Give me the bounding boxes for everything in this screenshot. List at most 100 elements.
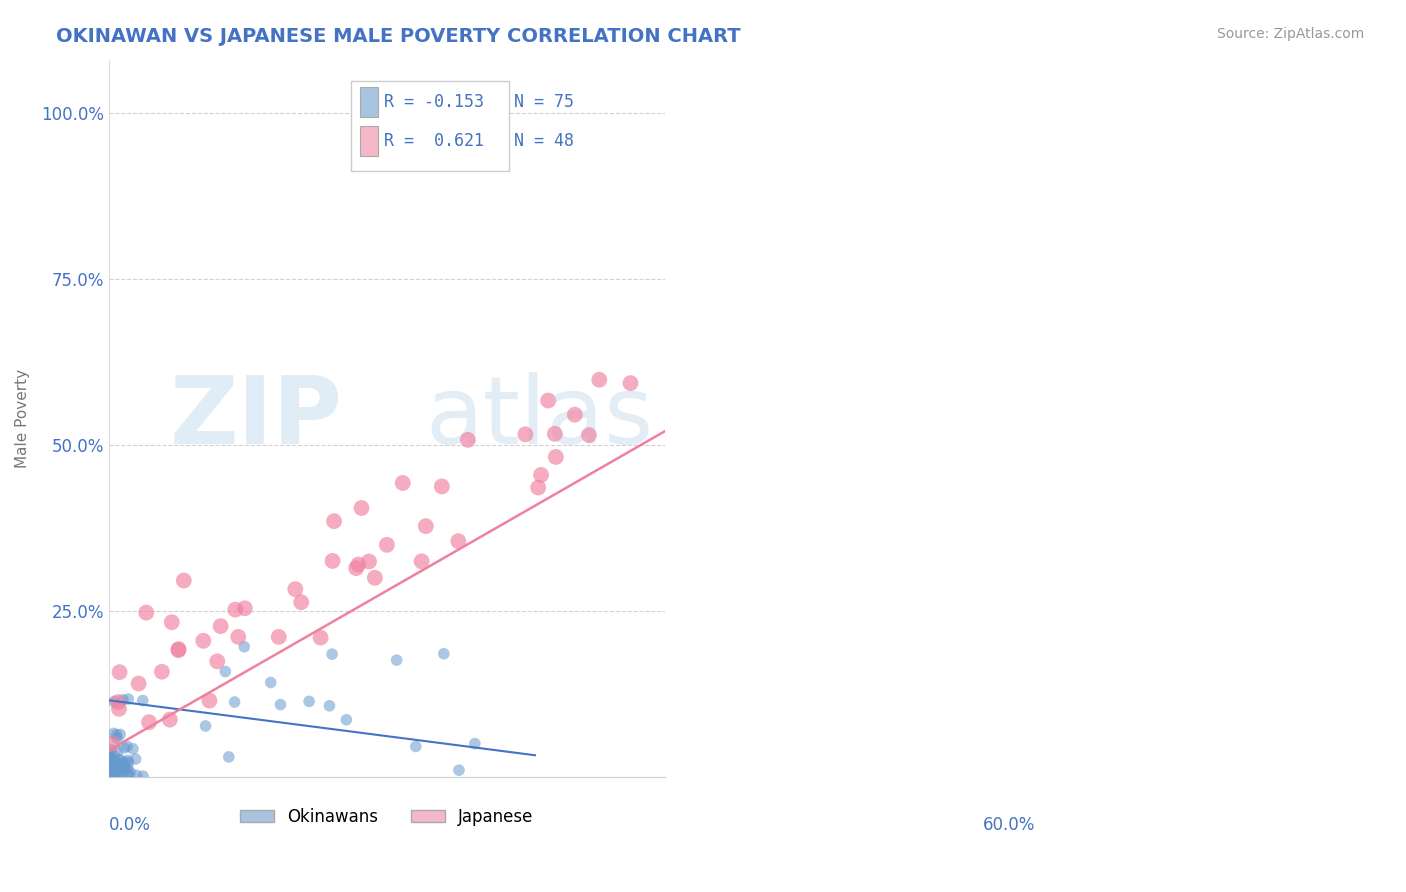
Point [267,630,290,644]
Y-axis label: Male Poverty: Male Poverty [15,368,30,467]
Point [318,698,340,713]
Point [115,739,138,754]
Point [108,727,131,741]
Point [105,764,128,778]
Point [159,713,181,727]
Point [224,602,246,616]
Point [117,766,139,780]
Point [350,501,373,516]
Point [111,763,134,777]
Point [433,647,456,661]
Text: atlas: atlas [426,372,654,464]
Point [108,766,131,780]
Point [357,554,380,568]
Point [100,742,122,756]
Point [114,756,136,770]
Point [457,433,479,447]
Text: 60.0%: 60.0% [983,816,1035,834]
Point [103,726,125,740]
Point [447,534,470,549]
Point [120,765,142,780]
Text: Source: ZipAtlas.com: Source: ZipAtlas.com [1216,27,1364,41]
Point [544,450,567,464]
Point [530,467,553,482]
Point [108,752,131,766]
Point [290,595,312,609]
Point [284,582,307,596]
Point [124,752,146,766]
Point [112,740,135,755]
Point [415,519,437,533]
Point [98,769,121,783]
Point [122,741,145,756]
Point [108,702,131,716]
Point [117,761,139,775]
Point [117,767,139,781]
Point [375,538,398,552]
Point [150,665,173,679]
Point [114,761,136,775]
Point [110,768,132,782]
Point [117,753,139,767]
Point [100,751,122,765]
Point [105,744,128,758]
Point [218,750,240,764]
Point [323,514,346,528]
Point [105,728,128,742]
Point [107,768,129,782]
Point [117,756,139,770]
Point [100,751,122,765]
Text: ZIP: ZIP [170,372,342,464]
Point [309,631,332,645]
Point [125,768,148,782]
Point [233,640,256,654]
Point [544,426,567,441]
Text: 0.0%: 0.0% [110,816,150,834]
Point [447,763,470,777]
Point [103,694,125,708]
Point [527,481,550,495]
Point [98,747,121,762]
Point [260,675,283,690]
Point [588,373,610,387]
Point [114,761,136,775]
Point [193,633,215,648]
Text: OKINAWAN VS JAPANESE MALE POVERTY CORRELATION CHART: OKINAWAN VS JAPANESE MALE POVERTY CORREL… [56,27,741,45]
Point [138,715,160,730]
Point [450,105,472,120]
Point [578,428,600,442]
Point [515,427,537,442]
Point [103,749,125,764]
Point [112,756,135,771]
Point [101,764,124,779]
Point [224,695,246,709]
Bar [360,87,378,117]
Point [117,692,139,706]
Point [405,739,427,754]
Point [298,694,321,708]
Point [98,761,121,775]
Point [108,757,131,772]
Point [103,769,125,783]
Point [111,693,134,707]
Point [537,393,560,408]
Point [270,698,292,712]
Point [344,561,367,575]
Point [110,758,132,772]
Legend: Okinawans, Japanese: Okinawans, Japanese [233,802,540,833]
Text: R = -0.153   N = 75: R = -0.153 N = 75 [384,93,574,111]
Bar [360,127,378,156]
Point [391,475,413,490]
Point [321,647,343,661]
Point [100,756,122,770]
Point [128,676,150,690]
Point [101,736,124,750]
Point [430,479,453,493]
Point [564,408,586,422]
Point [132,769,155,783]
Point [167,643,190,657]
Point [207,654,229,668]
Point [98,763,121,777]
Point [101,753,124,767]
Point [101,763,124,777]
